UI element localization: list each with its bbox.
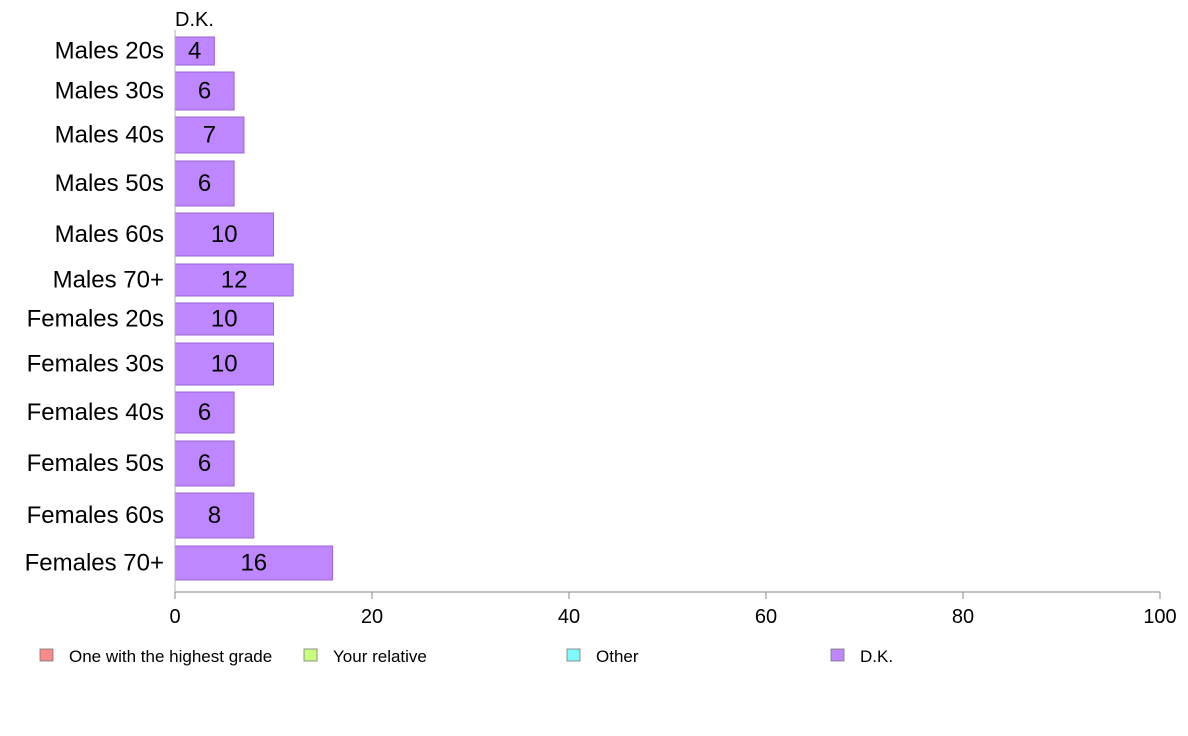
legend-label-your-relative: Your relative: [333, 647, 427, 666]
value-label-females-20s: 10: [211, 306, 238, 333]
legend-swatch-one-with-the-highest-grade: [39, 648, 54, 662]
value-label-females-60s: 8: [208, 502, 221, 529]
value-label-males-60s: 10: [211, 221, 238, 248]
bar-females-50s: [174, 440, 235, 487]
category-label-males-70plus: Males 70+: [53, 267, 164, 294]
legend-swatch-d-k: [830, 648, 845, 662]
value-label-males-30s: 6: [198, 78, 211, 105]
value-label-females-50s: 6: [198, 450, 211, 477]
legend-label-d-k: D.K.: [860, 647, 893, 666]
value-label-females-30s: 10: [211, 351, 238, 378]
bar-females-70plus: [174, 545, 334, 581]
value-label-males-50s: 6: [198, 170, 211, 197]
x-tick-label-20: 20: [361, 606, 383, 628]
legend: One with the highest grade Your relative O…: [39, 647, 893, 666]
bar-females-20s: [174, 302, 274, 336]
value-label-males-40s: 7: [203, 122, 216, 149]
legend-label-other: Other: [596, 647, 639, 666]
value-label-females-40s: 6: [198, 399, 211, 426]
bar-males-30s: [174, 71, 235, 111]
category-label-females-20s: Females 20s: [27, 306, 164, 333]
bar-females-60s: [174, 492, 255, 539]
bars-group: Males 20s 4 Males 30s 6 Males 40s 7 Males 50s 6…: [25, 36, 334, 581]
legend-swatch-other: [566, 648, 581, 662]
series-title-label: D.K.: [175, 9, 214, 31]
category-label-males-50s: Males 50s: [55, 170, 164, 197]
category-label-females-60s: Females 60s: [27, 502, 164, 529]
category-label-males-20s: Males 20s: [55, 38, 164, 65]
category-label-females-30s: Females 30s: [27, 351, 164, 378]
legend-swatch-your-relative: [303, 648, 318, 662]
category-label-females-70plus: Females 70+: [25, 550, 164, 577]
x-tick-label-100: 100: [1143, 606, 1176, 628]
x-tick-label-0: 0: [169, 606, 180, 628]
bar-males-40s: [174, 116, 245, 154]
value-label-males-70plus: 12: [221, 267, 248, 294]
value-label-males-20s: 4: [188, 38, 201, 65]
x-tick-label-60: 60: [755, 606, 777, 628]
category-label-males-40s: Males 40s: [55, 122, 164, 149]
x-tick-label-40: 40: [558, 606, 580, 628]
category-label-males-30s: Males 30s: [55, 78, 164, 105]
bar-males-60s: [174, 212, 274, 257]
category-label-males-60s: Males 60s: [55, 221, 164, 248]
legend-label-one-with-the-highest-grade: One with the highest grade: [69, 647, 272, 666]
value-label-females-70plus: 16: [240, 550, 267, 577]
bar-males-50s: [174, 160, 235, 207]
category-label-females-50s: Females 50s: [27, 450, 164, 477]
category-label-females-40s: Females 40s: [27, 399, 164, 426]
x-tick-label-80: 80: [952, 606, 974, 628]
x-axis: 0 20 40 60 80 100: [169, 30, 1177, 628]
